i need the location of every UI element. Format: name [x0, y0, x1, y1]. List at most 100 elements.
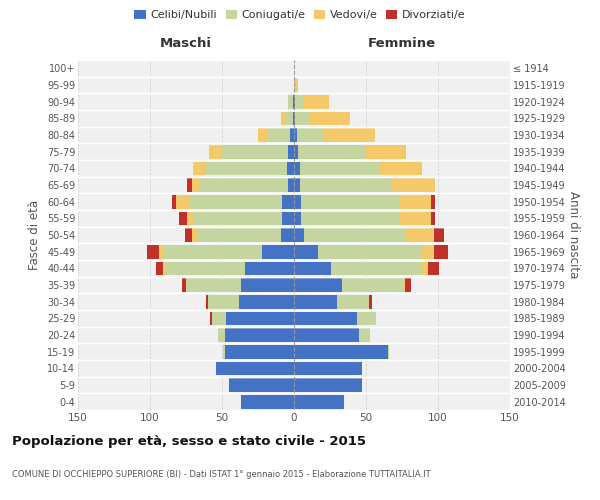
Bar — [212, 312, 226, 325]
Bar — [223, 345, 225, 358]
Text: Femmine: Femmine — [368, 37, 436, 50]
Bar — [294, 128, 297, 142]
Bar — [294, 328, 359, 342]
Bar — [281, 112, 286, 125]
Bar — [392, 178, 435, 192]
Bar — [294, 395, 344, 408]
Bar — [341, 278, 403, 292]
Bar — [158, 245, 164, 258]
Bar — [302, 95, 329, 108]
Bar — [187, 212, 193, 225]
Bar — [294, 312, 358, 325]
Bar — [301, 212, 399, 225]
Bar — [208, 295, 239, 308]
Bar — [323, 128, 374, 142]
Bar — [422, 262, 428, 275]
Bar — [294, 295, 337, 308]
Bar — [301, 195, 399, 208]
Bar — [186, 278, 241, 292]
Y-axis label: Fasce di età: Fasce di età — [28, 200, 41, 270]
Bar — [294, 278, 341, 292]
Bar — [294, 228, 304, 242]
Bar — [192, 178, 199, 192]
Bar — [193, 212, 283, 225]
Bar — [294, 195, 301, 208]
Bar — [211, 312, 212, 325]
Bar — [166, 262, 245, 275]
Bar — [403, 278, 405, 292]
Bar — [216, 362, 294, 375]
Bar — [431, 212, 435, 225]
Bar — [197, 228, 281, 242]
Bar — [399, 195, 431, 208]
Bar — [241, 395, 294, 408]
Bar — [294, 362, 362, 375]
Bar — [300, 178, 392, 192]
Bar — [182, 278, 186, 292]
Bar — [294, 162, 300, 175]
Bar — [399, 212, 431, 225]
Bar — [185, 228, 192, 242]
Bar — [205, 162, 287, 175]
Bar — [245, 262, 294, 275]
Bar — [428, 262, 439, 275]
Bar — [199, 178, 288, 192]
Bar — [310, 112, 350, 125]
Bar — [287, 162, 294, 175]
Bar — [164, 245, 262, 258]
Bar — [147, 245, 158, 258]
Bar — [294, 262, 331, 275]
Text: Maschi: Maschi — [160, 37, 212, 50]
Bar — [156, 262, 163, 275]
Bar — [300, 162, 379, 175]
Bar — [189, 195, 283, 208]
Bar — [331, 262, 422, 275]
Bar — [288, 145, 294, 158]
Bar — [304, 228, 405, 242]
Bar — [319, 245, 422, 258]
Bar — [358, 312, 376, 325]
Bar — [225, 345, 294, 358]
Bar — [388, 345, 389, 358]
Bar — [288, 178, 294, 192]
Bar — [405, 228, 434, 242]
Bar — [187, 178, 192, 192]
Bar — [193, 162, 205, 175]
Bar — [295, 95, 302, 108]
Bar — [226, 312, 294, 325]
Bar — [283, 212, 294, 225]
Bar — [298, 145, 366, 158]
Bar — [294, 212, 301, 225]
Bar — [295, 112, 310, 125]
Bar — [206, 295, 208, 308]
Bar — [262, 245, 294, 258]
Bar — [294, 345, 388, 358]
Bar — [163, 262, 166, 275]
Legend: Celibi/Nubili, Coniugati/e, Vedovi/e, Divorziati/e: Celibi/Nubili, Coniugati/e, Vedovi/e, Di… — [130, 6, 470, 25]
Bar — [294, 178, 300, 192]
Bar — [294, 112, 295, 125]
Bar — [239, 295, 294, 308]
Bar — [405, 278, 410, 292]
Bar — [290, 128, 294, 142]
Bar — [241, 278, 294, 292]
Bar — [431, 195, 435, 208]
Bar — [379, 162, 422, 175]
Bar — [258, 128, 266, 142]
Bar — [359, 328, 370, 342]
Bar — [434, 245, 448, 258]
Bar — [192, 228, 197, 242]
Bar — [288, 95, 293, 108]
Bar — [369, 295, 372, 308]
Bar — [366, 145, 406, 158]
Bar — [286, 112, 293, 125]
Bar — [297, 128, 323, 142]
Bar — [294, 378, 362, 392]
Bar — [294, 245, 319, 258]
Bar — [422, 245, 434, 258]
Text: COMUNE DI OCCHIEPPO SUPERIORE (BI) - Dati ISTAT 1° gennaio 2015 - Elaborazione T: COMUNE DI OCCHIEPPO SUPERIORE (BI) - Dat… — [12, 470, 431, 479]
Bar — [179, 212, 187, 225]
Bar — [295, 78, 298, 92]
Bar — [209, 145, 221, 158]
Bar — [225, 328, 294, 342]
